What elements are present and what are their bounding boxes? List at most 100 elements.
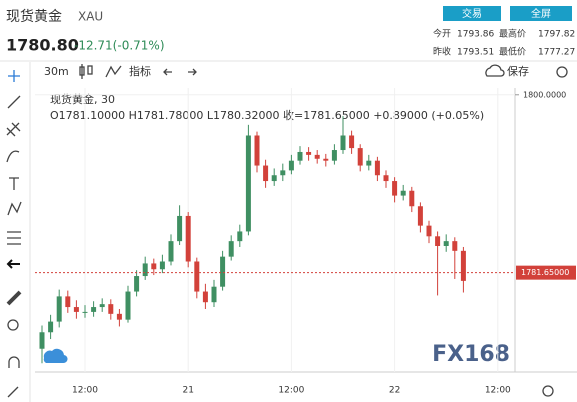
x-tick-label: 21 xyxy=(182,386,193,396)
last-price-box xyxy=(516,265,576,280)
candle-body xyxy=(73,307,79,312)
candle-body xyxy=(99,304,105,308)
candle-body xyxy=(306,151,312,155)
legend-name: 现货黄金, 30 xyxy=(50,92,115,106)
watermark: FX168 xyxy=(432,342,510,367)
candle-body xyxy=(297,151,303,161)
cloud-icon[interactable] xyxy=(485,64,505,77)
candle-body xyxy=(426,225,432,237)
x-tick-label: 22 xyxy=(389,386,400,396)
candle-body xyxy=(65,296,71,308)
candle-body xyxy=(220,256,226,287)
left-tools xyxy=(6,70,22,398)
magnet[interactable] xyxy=(8,356,20,368)
candle-body xyxy=(116,313,122,320)
candle-body xyxy=(125,291,131,320)
candle-body xyxy=(417,206,423,226)
text-tool[interactable] xyxy=(9,177,19,190)
ruler[interactable] xyxy=(6,290,22,306)
candle-body xyxy=(271,175,277,182)
candle-body xyxy=(366,160,372,166)
brush[interactable] xyxy=(6,150,20,163)
indicators[interactable]: 指标 xyxy=(129,64,151,78)
stat-label: 今开 xyxy=(433,28,451,40)
candle-body xyxy=(409,190,415,207)
candle-body xyxy=(374,160,380,176)
chart-settings[interactable] xyxy=(542,385,554,397)
candle-body xyxy=(168,241,174,262)
fullscreen-button[interactable] xyxy=(510,6,572,21)
y-tick-label: 1800.0000 xyxy=(523,90,566,99)
candle-body xyxy=(142,263,148,277)
interval[interactable]: 30m xyxy=(44,65,69,78)
crosshair[interactable] xyxy=(8,70,20,82)
stats: 今开 1793.86 最高价 1797.82 昨收 1793.51 最低价 17… xyxy=(433,28,575,58)
candle-body xyxy=(91,307,97,312)
candle-body xyxy=(452,241,458,251)
legend-ohlc: O1781.10000 H1781.78000 L1780.32000 收=17… xyxy=(50,108,484,122)
stat-value: 1797.82 xyxy=(538,30,575,40)
redo[interactable] xyxy=(188,68,197,76)
last-price-label: 1781.65000 xyxy=(521,268,569,277)
x-tick-label: 12:00 xyxy=(72,386,98,396)
measure[interactable] xyxy=(7,231,21,245)
price: 1780.80 xyxy=(6,36,79,55)
candle-body xyxy=(443,241,449,246)
stat-label: 昨收 xyxy=(433,46,451,58)
candle-body xyxy=(159,261,165,270)
candle-body xyxy=(48,321,54,333)
candle-body xyxy=(323,158,329,161)
candle-body xyxy=(228,241,234,257)
candle-body xyxy=(185,215,191,262)
logo xyxy=(43,348,68,364)
stat-value: 1793.51 xyxy=(457,48,494,58)
symbol: XAU xyxy=(78,10,103,24)
candle-body xyxy=(211,286,217,303)
candle-icon[interactable] xyxy=(79,64,93,79)
x-tick-label: 12:00 xyxy=(485,386,511,396)
candle-body xyxy=(331,150,337,161)
candle-body xyxy=(349,135,355,149)
candle-body xyxy=(177,215,183,242)
indicator-icon[interactable] xyxy=(105,65,122,78)
trade-button[interactable] xyxy=(443,6,501,21)
candle-body xyxy=(151,263,157,270)
candle-body xyxy=(263,165,269,182)
lock[interactable] xyxy=(7,386,19,398)
stat-label: 最低价 xyxy=(499,46,526,58)
candle-body xyxy=(108,304,114,314)
x-tick-label: 12:00 xyxy=(278,386,304,396)
save[interactable]: 保存 xyxy=(507,64,529,78)
settings[interactable] xyxy=(556,66,568,78)
back[interactable] xyxy=(6,259,20,269)
candle-body xyxy=(82,311,88,313)
fib[interactable] xyxy=(6,122,21,137)
stat-value: 1777.27 xyxy=(538,48,575,58)
candle-body xyxy=(202,291,208,303)
candle-body xyxy=(314,154,320,159)
stat-label: 最高价 xyxy=(499,28,526,40)
candle-body xyxy=(194,261,200,292)
trade-button-label[interactable]: 交易 xyxy=(462,7,482,20)
candle-body xyxy=(245,135,251,232)
fullscreen-button-label[interactable]: 全屏 xyxy=(531,7,551,20)
candle-body xyxy=(435,236,441,246)
candle-body xyxy=(392,181,398,196)
candle-body xyxy=(340,135,346,151)
candle-body xyxy=(460,250,466,281)
candle-body xyxy=(39,332,45,349)
change: -12.71(-0.71%) xyxy=(74,39,165,53)
stat-value: 1793.86 xyxy=(457,30,494,40)
candle-body xyxy=(237,231,243,242)
candle-body xyxy=(56,296,62,322)
zoom[interactable] xyxy=(7,319,19,331)
candle-body xyxy=(400,190,406,196)
pattern[interactable] xyxy=(7,201,22,216)
trend-line[interactable] xyxy=(7,95,21,109)
title: 现货黄金 xyxy=(6,8,62,25)
undo[interactable] xyxy=(163,68,172,76)
candle-body xyxy=(254,135,260,166)
candle-body xyxy=(288,160,294,171)
